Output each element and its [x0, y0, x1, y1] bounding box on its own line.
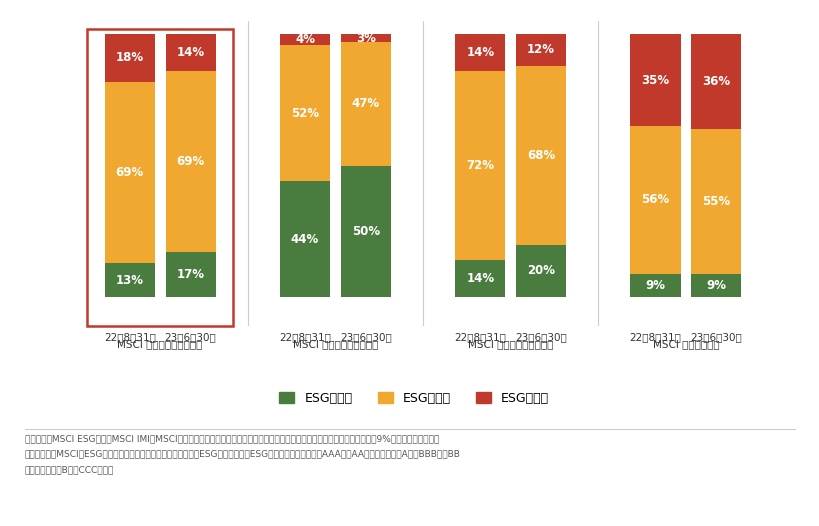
Bar — [279, 45, 330, 181]
Text: 35%: 35% — [640, 74, 669, 87]
Text: 36%: 36% — [701, 75, 730, 88]
Text: 69%: 69% — [115, 166, 144, 179]
Bar — [515, 245, 565, 297]
Bar — [279, 181, 330, 297]
Text: 50%: 50% — [351, 225, 379, 238]
Text: 56%: 56% — [640, 194, 669, 206]
Bar — [690, 274, 740, 297]
Bar — [515, 66, 565, 245]
Bar — [455, 71, 505, 260]
Text: 68%: 68% — [527, 149, 554, 161]
Text: 級）至落後者（B級、CCC級）。: 級）至落後者（B級、CCC級）。 — [25, 466, 114, 474]
Text: 9%: 9% — [645, 279, 665, 292]
Text: 14%: 14% — [176, 46, 205, 59]
Text: 市値為目標。MSCI　ESG評級衆量一間公司如何管理與財務相關的ESG風險及機會。ESG評級範圍涵蓋領先者（AAA級、AA級）、平均者（A級、BBB級、BB: 市値為目標。MSCI ESG評級衆量一間公司如何管理與財務相關的ESG風險及機會… — [25, 450, 460, 459]
Bar — [630, 34, 680, 126]
Bar — [165, 71, 215, 252]
Text: 13%: 13% — [115, 274, 143, 287]
Text: 18%: 18% — [115, 52, 143, 64]
Bar — [690, 129, 740, 274]
Bar — [105, 263, 155, 297]
Text: 52%: 52% — [291, 107, 319, 119]
Text: 資料來源：MSCI ESG研究。MSCI IMI指MSCI可投資市場指數，涵蓋市場上所有可投資的大型、中型及小型股證券，以佔各市場劙9%的經自由流通量調整: 資料來源：MSCI ESG研究。MSCI IMI指MSCI可投資市場指數，涵蓋市… — [25, 434, 438, 443]
Text: MSCI 歐洲可投資市場指數: MSCI 歐洲可投資市場指數 — [292, 339, 378, 349]
Bar — [165, 34, 215, 71]
Text: 69%: 69% — [176, 155, 205, 168]
Text: MSCI 美國可投資市場指數: MSCI 美國可投資市場指數 — [468, 339, 553, 349]
Bar — [455, 260, 505, 297]
Text: 14%: 14% — [466, 272, 494, 285]
Text: 9%: 9% — [705, 279, 726, 292]
Text: 3%: 3% — [355, 32, 375, 45]
Text: 55%: 55% — [701, 195, 730, 208]
Text: MSCI 日本可投資市場指數: MSCI 日本可投資市場指數 — [117, 339, 202, 349]
Bar — [105, 82, 155, 263]
Text: MSCI 新興市場指數: MSCI 新興市場指數 — [652, 339, 718, 349]
Bar — [341, 42, 391, 166]
Text: 20%: 20% — [527, 265, 554, 277]
Bar — [341, 166, 391, 297]
Text: 47%: 47% — [351, 97, 379, 110]
Bar — [630, 126, 680, 274]
Bar — [341, 34, 391, 42]
Text: 17%: 17% — [176, 268, 204, 281]
Text: 4%: 4% — [295, 33, 314, 46]
Legend: ESG領導者, ESG平均者, ESG落後者: ESG領導者, ESG平均者, ESG落後者 — [273, 386, 554, 411]
Text: 14%: 14% — [466, 46, 494, 59]
Text: 44%: 44% — [291, 233, 319, 246]
Text: 12%: 12% — [527, 44, 554, 56]
Bar — [455, 34, 505, 71]
Bar — [165, 252, 215, 297]
Bar — [630, 274, 680, 297]
Bar — [690, 34, 740, 129]
Bar — [87, 29, 233, 326]
Bar — [105, 34, 155, 82]
Bar — [279, 34, 330, 45]
Text: 72%: 72% — [466, 159, 494, 172]
Bar — [515, 34, 565, 66]
